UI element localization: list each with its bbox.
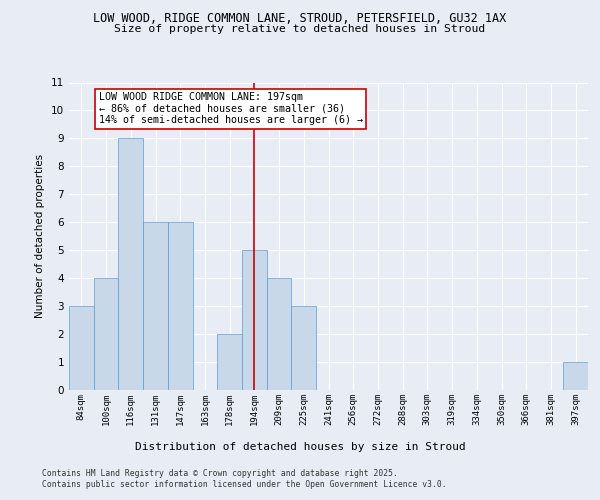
Bar (118, 138, 143, 390)
Bar (292, 306, 316, 390)
Bar (69, 306, 94, 390)
Text: LOW WOOD, RIDGE COMMON LANE, STROUD, PETERSFIELD, GU32 1AX: LOW WOOD, RIDGE COMMON LANE, STROUD, PET… (94, 12, 506, 26)
Bar (168, 222, 193, 390)
Text: Contains public sector information licensed under the Open Government Licence v3: Contains public sector information licen… (42, 480, 446, 489)
Bar (94, 278, 118, 390)
Text: Distribution of detached houses by size in Stroud: Distribution of detached houses by size … (134, 442, 466, 452)
Text: Contains HM Land Registry data © Crown copyright and database right 2025.: Contains HM Land Registry data © Crown c… (42, 469, 398, 478)
Bar (267, 278, 292, 390)
Bar (143, 222, 168, 390)
Bar (242, 250, 267, 390)
Text: LOW WOOD RIDGE COMMON LANE: 197sqm
← 86% of detached houses are smaller (36)
14%: LOW WOOD RIDGE COMMON LANE: 197sqm ← 86%… (98, 92, 362, 126)
Text: Size of property relative to detached houses in Stroud: Size of property relative to detached ho… (115, 24, 485, 34)
Y-axis label: Number of detached properties: Number of detached properties (35, 154, 46, 318)
Bar (217, 334, 242, 390)
Bar (563, 362, 588, 390)
